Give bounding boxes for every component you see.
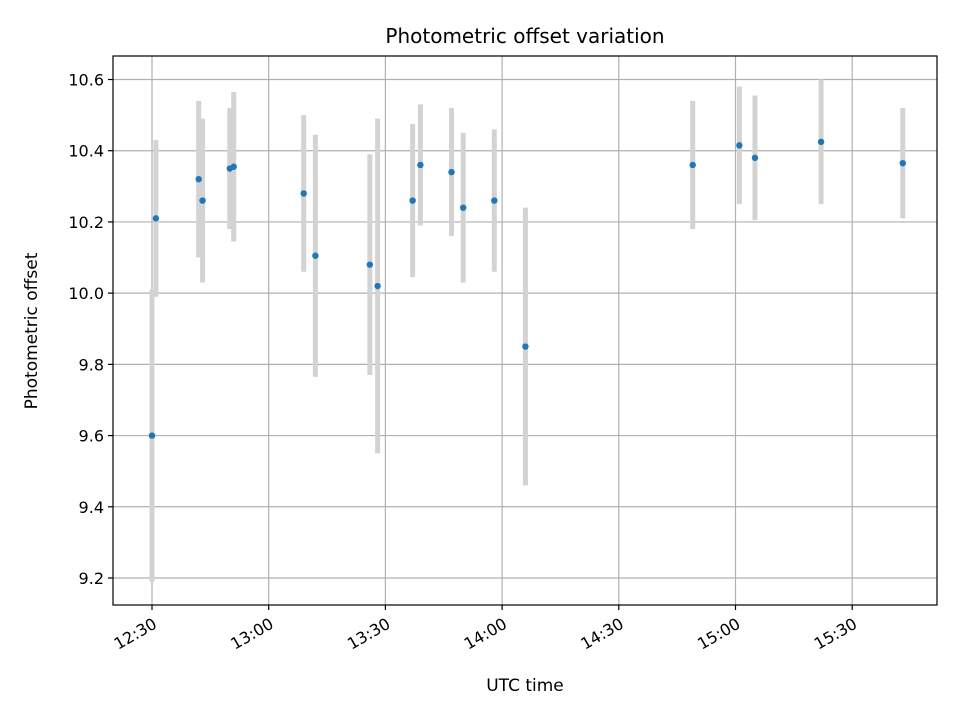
x-tick-label: 13:30 bbox=[344, 614, 393, 654]
data-point bbox=[460, 204, 467, 211]
data-point bbox=[899, 159, 906, 167]
x-tick-label: 13:00 bbox=[227, 614, 276, 654]
data-point bbox=[230, 163, 237, 170]
x-tick-label: 14:00 bbox=[461, 614, 510, 654]
y-tick-label: 10.0 bbox=[68, 284, 104, 303]
data-point bbox=[522, 343, 529, 350]
data-point bbox=[300, 190, 307, 197]
data-point bbox=[448, 168, 455, 176]
chart-title: Photometric offset variation bbox=[385, 24, 664, 48]
x-tick-label: 15:30 bbox=[811, 614, 860, 654]
y-tick-label: 10.2 bbox=[68, 213, 104, 232]
data-point bbox=[689, 161, 696, 169]
data-point bbox=[366, 261, 374, 268]
x-tick-label: 12:30 bbox=[111, 614, 160, 654]
data-point bbox=[817, 138, 825, 146]
y-tick-label: 9.2 bbox=[79, 569, 104, 588]
data-point bbox=[199, 197, 206, 204]
y-tick-label: 10.6 bbox=[68, 71, 104, 90]
y-tick-label: 10.4 bbox=[68, 142, 104, 161]
data-point bbox=[374, 282, 381, 290]
data-point bbox=[152, 215, 160, 222]
x-axis-title: UTC time bbox=[486, 676, 564, 696]
plot-frame bbox=[112, 55, 938, 606]
data-point bbox=[491, 197, 498, 204]
x-axis-ticks: 12:30 13:00 13:30 14:00 14:30 15:00 15:30 bbox=[111, 605, 860, 654]
data-point bbox=[148, 432, 156, 439]
data-markers bbox=[148, 138, 906, 439]
y-axis-ticks: 9.2 9.4 9.6 9.8 10.0 10.2 10.4 10.6 bbox=[68, 71, 113, 588]
data-point bbox=[195, 176, 202, 183]
x-tick-label: 14:30 bbox=[577, 614, 626, 654]
y-tick-label: 9.6 bbox=[79, 427, 104, 446]
data-point bbox=[751, 154, 759, 162]
data-point bbox=[417, 161, 424, 169]
x-tick-label: 15:00 bbox=[694, 614, 743, 654]
y-axis-title: Photometric offset bbox=[22, 252, 42, 409]
y-tick-label: 9.8 bbox=[79, 355, 104, 374]
data-point bbox=[736, 142, 743, 149]
y-tick-label: 9.4 bbox=[79, 498, 104, 517]
data-point bbox=[312, 252, 319, 259]
data-point bbox=[409, 197, 416, 204]
